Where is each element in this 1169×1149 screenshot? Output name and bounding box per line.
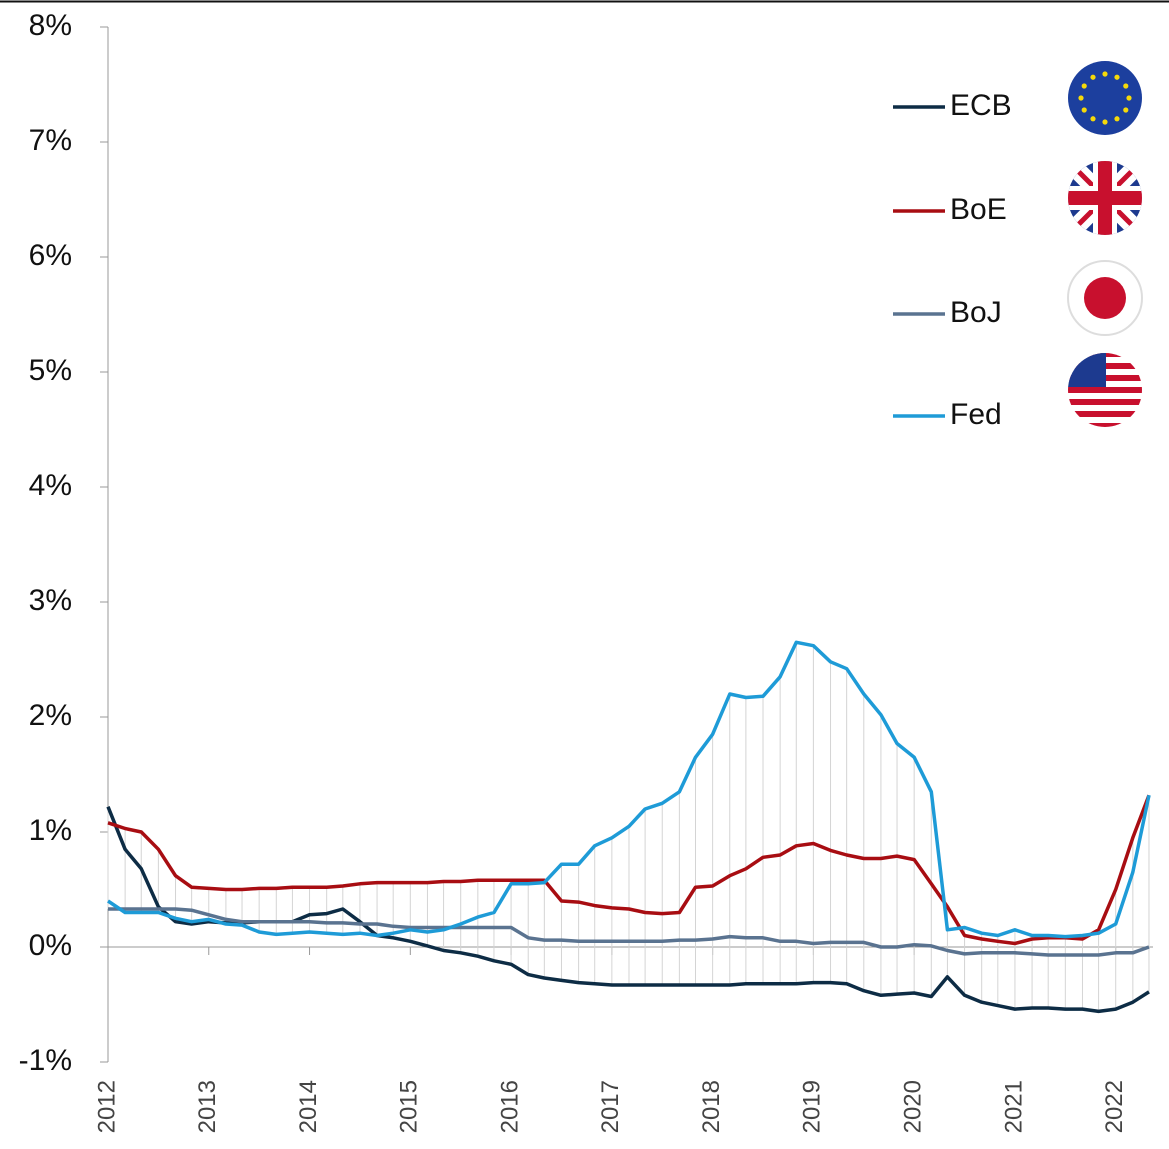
x-tick-label: 2014 [295,1080,322,1133]
star [1123,83,1129,89]
flag-jp [1067,260,1143,336]
star [1126,95,1132,101]
series-line [108,907,1150,957]
stripe [1068,411,1142,417]
series-line [107,640,1151,939]
x-tick-label: 2012 [93,1080,120,1133]
legend-label: BoJ [950,296,1002,329]
stripe [1068,423,1142,427]
flag-eu [1068,61,1142,135]
star [1102,71,1108,77]
star [1114,116,1120,122]
star [1102,119,1108,125]
x-tick-label: 2013 [194,1080,221,1133]
legend-label: ECB [950,89,1012,122]
flag-uk [1068,161,1142,235]
canton [1068,353,1106,387]
x-tick-label: 2018 [698,1080,725,1133]
star [1081,83,1087,89]
x-tick-label: 2021 [1000,1080,1027,1133]
x-tick-label: 2015 [396,1080,423,1133]
series-line [107,794,1151,946]
y-tick-label: 1% [29,814,72,847]
flags [1067,61,1143,427]
legend-label: BoE [950,193,1007,226]
legend-label: Fed [950,398,1002,431]
x-tick-label: 2022 [1101,1080,1128,1133]
y-tick-label: 3% [29,584,72,617]
star [1090,116,1096,122]
x-tick-label: 2016 [496,1080,523,1133]
star [1081,107,1087,113]
y-tick-label: 7% [29,124,72,157]
x-tick-label: 2017 [597,1080,624,1133]
stripe [1068,387,1142,393]
y-tick-label: 6% [29,239,72,272]
y-tick-label: 0% [29,929,72,962]
x-tick-label: 2019 [799,1080,826,1133]
star [1078,95,1084,101]
y-tick-label: 8% [29,9,72,42]
star [1090,74,1096,80]
star [1114,74,1120,80]
x-tick-label: 2020 [900,1080,927,1133]
y-tick-label: -1% [19,1044,72,1077]
flag-us [1068,353,1142,427]
y-tick-label: 5% [29,354,72,387]
stripe [1068,399,1142,405]
star [1123,107,1129,113]
y-tick-label: 4% [29,469,72,502]
y-tick-label: 2% [29,699,72,732]
